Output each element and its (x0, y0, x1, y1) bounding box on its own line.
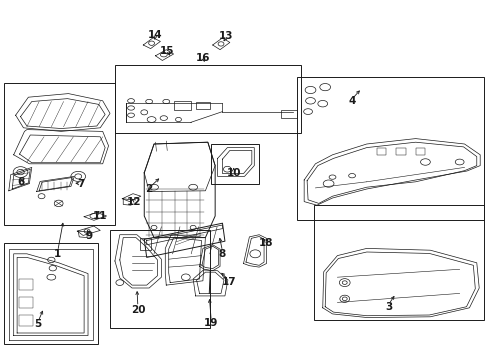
Text: 19: 19 (203, 318, 218, 328)
Bar (281, 110, 297, 118)
Bar (415, 148, 425, 155)
Bar (19, 315, 33, 326)
Bar (140, 238, 150, 250)
Bar (4, 83, 115, 225)
Text: 10: 10 (226, 168, 241, 178)
Bar (395, 148, 405, 155)
Text: 14: 14 (148, 30, 163, 40)
Text: 11: 11 (93, 211, 107, 221)
Text: 20: 20 (130, 305, 145, 315)
Bar (115, 65, 300, 133)
Text: 5: 5 (35, 319, 41, 329)
Bar (4, 243, 98, 344)
Bar (376, 148, 386, 155)
Text: 2: 2 (145, 184, 152, 194)
Bar (211, 144, 259, 184)
Text: 3: 3 (385, 302, 391, 312)
Text: 15: 15 (160, 46, 174, 56)
Text: 16: 16 (195, 53, 210, 63)
Text: 8: 8 (219, 249, 225, 259)
Text: 13: 13 (218, 31, 233, 41)
Text: 12: 12 (127, 197, 142, 207)
Bar (19, 297, 33, 308)
Bar (19, 279, 33, 290)
Bar (297, 77, 483, 220)
Bar (110, 230, 210, 328)
Text: 9: 9 (85, 231, 92, 241)
Text: 1: 1 (54, 249, 61, 259)
Bar (195, 102, 210, 109)
Bar (173, 101, 190, 110)
Text: 4: 4 (347, 96, 355, 106)
Text: 6: 6 (17, 177, 24, 187)
Bar (314, 205, 483, 320)
Text: 17: 17 (221, 276, 236, 287)
Text: 18: 18 (259, 238, 273, 248)
Text: 7: 7 (77, 179, 84, 189)
